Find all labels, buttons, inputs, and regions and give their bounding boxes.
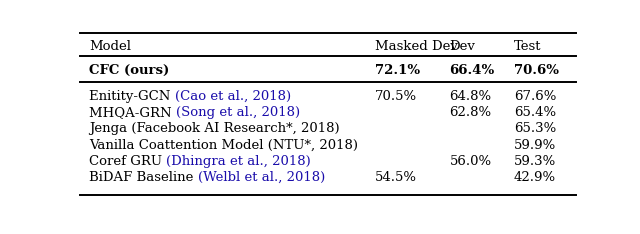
Text: 64.8%: 64.8% xyxy=(449,90,492,103)
Text: 62.8%: 62.8% xyxy=(449,106,492,119)
Text: Model: Model xyxy=(89,40,131,54)
Text: (Welbl et al., 2018): (Welbl et al., 2018) xyxy=(198,171,325,184)
Text: 42.9%: 42.9% xyxy=(514,171,556,184)
Text: 66.4%: 66.4% xyxy=(449,64,495,77)
Text: CFC (ours): CFC (ours) xyxy=(89,64,169,77)
Text: 67.6%: 67.6% xyxy=(514,90,556,103)
Text: (Dhingra et al., 2018): (Dhingra et al., 2018) xyxy=(166,155,311,168)
Text: Jenga (Facebook AI Research*, 2018): Jenga (Facebook AI Research*, 2018) xyxy=(89,122,340,135)
Text: Enitity-GCN: Enitity-GCN xyxy=(89,90,175,103)
Text: 56.0%: 56.0% xyxy=(449,155,492,168)
Text: Masked Dev: Masked Dev xyxy=(375,40,458,54)
Text: Dev: Dev xyxy=(449,40,476,54)
Text: BiDAF Baseline: BiDAF Baseline xyxy=(89,171,198,184)
Text: 59.9%: 59.9% xyxy=(514,139,556,152)
Text: Vanilla Coattention Model (NTU*, 2018): Vanilla Coattention Model (NTU*, 2018) xyxy=(89,139,358,152)
Text: (Song et al., 2018): (Song et al., 2018) xyxy=(176,106,300,119)
Text: Coref GRU: Coref GRU xyxy=(89,155,166,168)
Text: (Cao et al., 2018): (Cao et al., 2018) xyxy=(175,90,291,103)
Text: 65.3%: 65.3% xyxy=(514,122,556,135)
Text: 70.5%: 70.5% xyxy=(375,90,417,103)
Text: 59.3%: 59.3% xyxy=(514,155,556,168)
Text: MHQA-GRN: MHQA-GRN xyxy=(89,106,176,119)
Text: 70.6%: 70.6% xyxy=(514,64,559,77)
Text: Test: Test xyxy=(514,40,541,54)
Text: 65.4%: 65.4% xyxy=(514,106,556,119)
Text: 54.5%: 54.5% xyxy=(375,171,417,184)
Text: 72.1%: 72.1% xyxy=(375,64,420,77)
